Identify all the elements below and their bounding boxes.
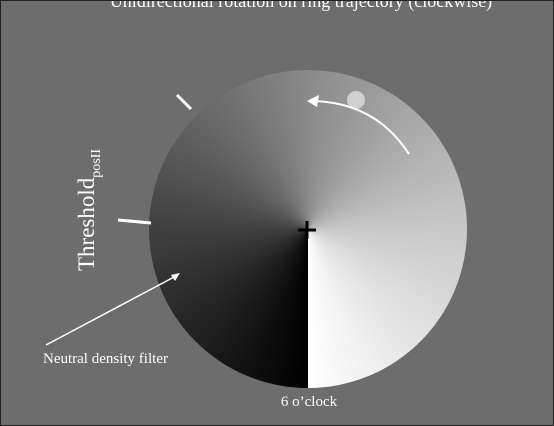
threshold-label: ThresholdposII bbox=[74, 149, 104, 271]
threshold-main: Threshold bbox=[74, 177, 99, 271]
bottom-label: 6 o’clock bbox=[281, 394, 338, 410]
rotation-arrow bbox=[313, 100, 410, 155]
filter-arrow-head bbox=[171, 273, 180, 281]
threshold-line bbox=[117, 218, 152, 225]
arrow-head bbox=[307, 95, 319, 107]
title: Unidirectional rotation on ring trajecto… bbox=[110, 1, 492, 12]
threshold-tick bbox=[175, 93, 193, 111]
threshold-subscript: posII bbox=[89, 149, 104, 178]
filter-label: Neutral density filter bbox=[43, 351, 168, 367]
moving-dot bbox=[347, 91, 365, 109]
filter-pointer bbox=[45, 275, 177, 346]
